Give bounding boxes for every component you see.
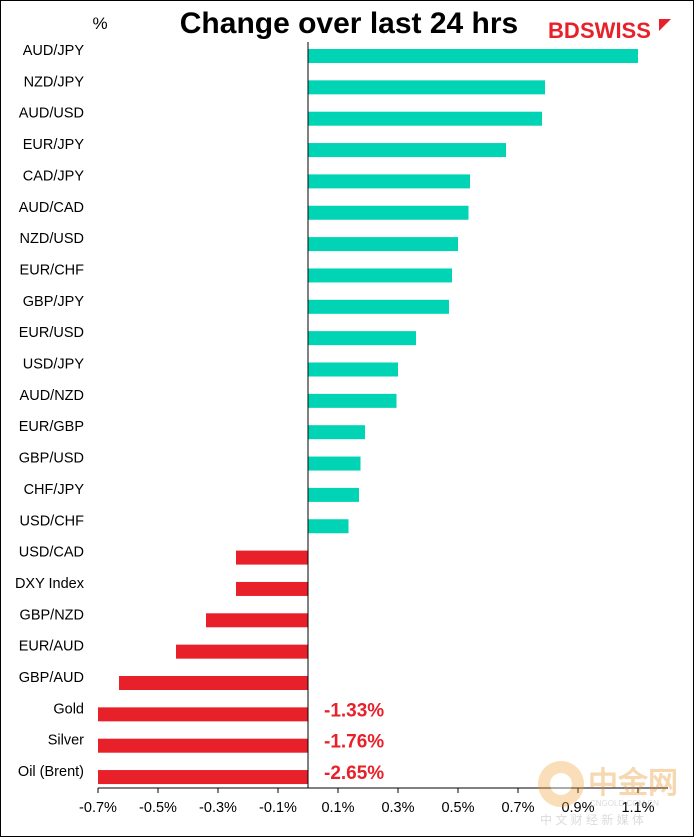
x-tick-label: 0.3% <box>381 800 414 816</box>
bar-silver <box>98 738 308 753</box>
x-tick-label: 0.5% <box>441 800 474 816</box>
category-label: NZD/USD <box>20 231 84 247</box>
bar-eur-aud <box>176 644 308 659</box>
watermark-logo-inner-icon <box>550 773 572 795</box>
category-label: Silver <box>48 733 84 749</box>
bar-nzd-usd <box>308 237 458 252</box>
bar-oil-brent <box>98 770 308 785</box>
bar-eur-gbp <box>308 425 365 440</box>
category-label: GBP/USD <box>19 451 84 467</box>
bar-gbp-aud <box>119 676 308 690</box>
category-label: Gold <box>53 701 84 717</box>
bar-chf-jpy <box>308 487 359 502</box>
bar-eur-usd <box>308 331 416 346</box>
bar-gbp-nzd <box>206 613 308 628</box>
bar-usd-chf <box>308 519 349 534</box>
bar-eur-jpy <box>308 143 506 158</box>
category-label: USD/CHF <box>20 513 85 529</box>
category-label: AUD/NZD <box>20 388 84 404</box>
bar-aud-usd <box>308 111 542 126</box>
category-label: DXY Index <box>15 576 85 592</box>
watermark-logo-icon <box>538 761 584 807</box>
category-label: AUD/CAD <box>19 200 84 216</box>
category-label: EUR/JPY <box>23 137 85 153</box>
x-tick-label: 0.9% <box>561 800 594 816</box>
data-label: -1.33% <box>324 700 384 721</box>
bar-gbp-jpy <box>308 299 449 314</box>
x-tick-label: -0.7% <box>79 800 117 816</box>
watermark-text: 中金网 <box>588 766 678 800</box>
bar-aud-cad <box>308 205 469 220</box>
bar-aud-nzd <box>308 393 397 408</box>
bar-usd-cad <box>236 550 308 565</box>
bar-eur-chf <box>308 268 452 283</box>
category-label: AUD/USD <box>19 106 84 122</box>
x-tick-label: 0.1% <box>321 800 354 816</box>
watermark: 中金网 CNGOLD.COM.CN 中 文 财 经 新 媒 体 <box>538 761 678 827</box>
bar-dxy-index <box>236 581 308 596</box>
category-label: USD/JPY <box>23 357 85 373</box>
category-label: GBP/AUD <box>19 670 84 686</box>
category-label: CHF/JPY <box>24 482 85 498</box>
data-label: -1.76% <box>324 732 384 753</box>
x-tick-label: -0.3% <box>199 800 237 816</box>
category-label: GBP/JPY <box>23 294 85 310</box>
unit-label: % <box>92 14 107 33</box>
category-label: CAD/JPY <box>23 168 85 184</box>
category-label: EUR/AUD <box>19 639 84 655</box>
chart-title: Change over last 24 hrs <box>180 7 518 40</box>
bar-usd-jpy <box>308 362 398 377</box>
bar-aud-jpy <box>308 49 638 63</box>
data-label: -2.65% <box>324 763 384 784</box>
category-label: AUD/JPY <box>23 43 85 59</box>
watermark-subtext: 中 文 财 经 新 媒 体 <box>540 812 644 827</box>
category-label: Oil (Brent) <box>18 764 84 780</box>
category-label: NZD/JPY <box>24 74 85 90</box>
category-label: EUR/CHF <box>20 262 85 278</box>
category-label: GBP/NZD <box>20 607 84 623</box>
bar-gold <box>98 707 308 722</box>
category-label: EUR/USD <box>19 325 84 341</box>
x-tick-label: -0.1% <box>259 800 297 816</box>
watermark-url: CNGOLD.COM.CN <box>590 799 659 808</box>
brand-logo-part2: SWISS <box>580 18 651 43</box>
brand-logo-part1: BD <box>548 18 580 43</box>
bar-cad-jpy <box>308 174 470 189</box>
x-tick-label: -0.5% <box>139 800 177 816</box>
x-tick-label: 0.7% <box>501 800 534 816</box>
bar-nzd-jpy <box>308 80 545 95</box>
category-label: USD/CAD <box>19 545 84 561</box>
brand-logo: BD SWISS <box>548 18 671 43</box>
x-tick-label: 1.1% <box>621 800 654 816</box>
brand-flag-icon <box>659 19 671 31</box>
category-label: EUR/GBP <box>19 419 84 435</box>
bar-gbp-usd <box>308 456 361 471</box>
